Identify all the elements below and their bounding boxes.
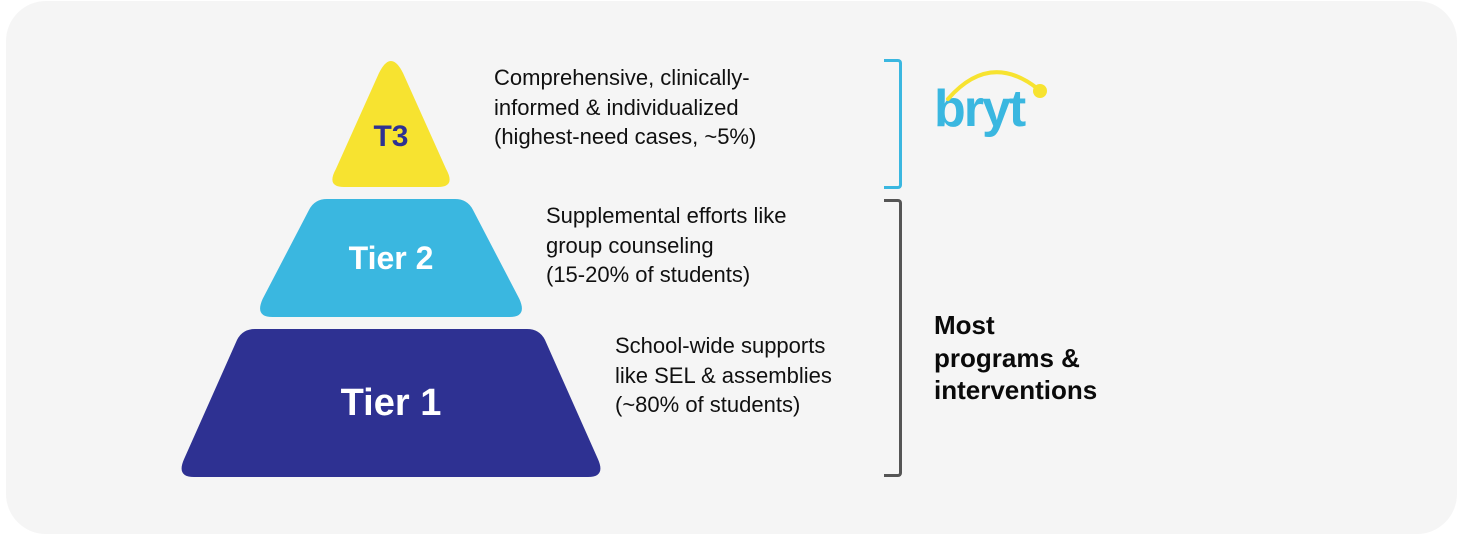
bryt-logo-arc bbox=[930, 65, 1070, 105]
most-programs-label: Most programs & interventions bbox=[934, 309, 1097, 407]
tier3-desc-line2: informed & individualized bbox=[494, 93, 756, 123]
most-line1: Most bbox=[934, 309, 1097, 342]
tier2-desc-line2: group counseling bbox=[546, 231, 787, 261]
tier1-desc-line3: (~80% of students) bbox=[615, 390, 832, 420]
most-line2: programs & bbox=[934, 342, 1097, 375]
tier3-description: Comprehensive, clinically- informed & in… bbox=[494, 63, 756, 152]
tier1-description: School-wide supports like SEL & assembli… bbox=[615, 331, 832, 420]
bracket-bottom bbox=[884, 199, 902, 477]
tier1-desc-line2: like SEL & assemblies bbox=[615, 361, 832, 391]
tier2-desc-line3: (15-20% of students) bbox=[546, 260, 787, 290]
diagram-card: T3 Tier 2 Tier 1 Comprehensive, clinical… bbox=[6, 1, 1457, 534]
tier3-desc-line1: Comprehensive, clinically- bbox=[494, 63, 756, 93]
bracket-top bbox=[884, 59, 902, 189]
bryt-logo: bryt bbox=[934, 79, 1024, 139]
tier3-desc-line3: (highest-need cases, ~5%) bbox=[494, 122, 756, 152]
tier1-desc-line1: School-wide supports bbox=[615, 331, 832, 361]
tier2-desc-line1: Supplemental efforts like bbox=[546, 201, 787, 231]
most-line3: interventions bbox=[934, 374, 1097, 407]
tier2-description: Supplemental efforts like group counseli… bbox=[546, 201, 787, 290]
